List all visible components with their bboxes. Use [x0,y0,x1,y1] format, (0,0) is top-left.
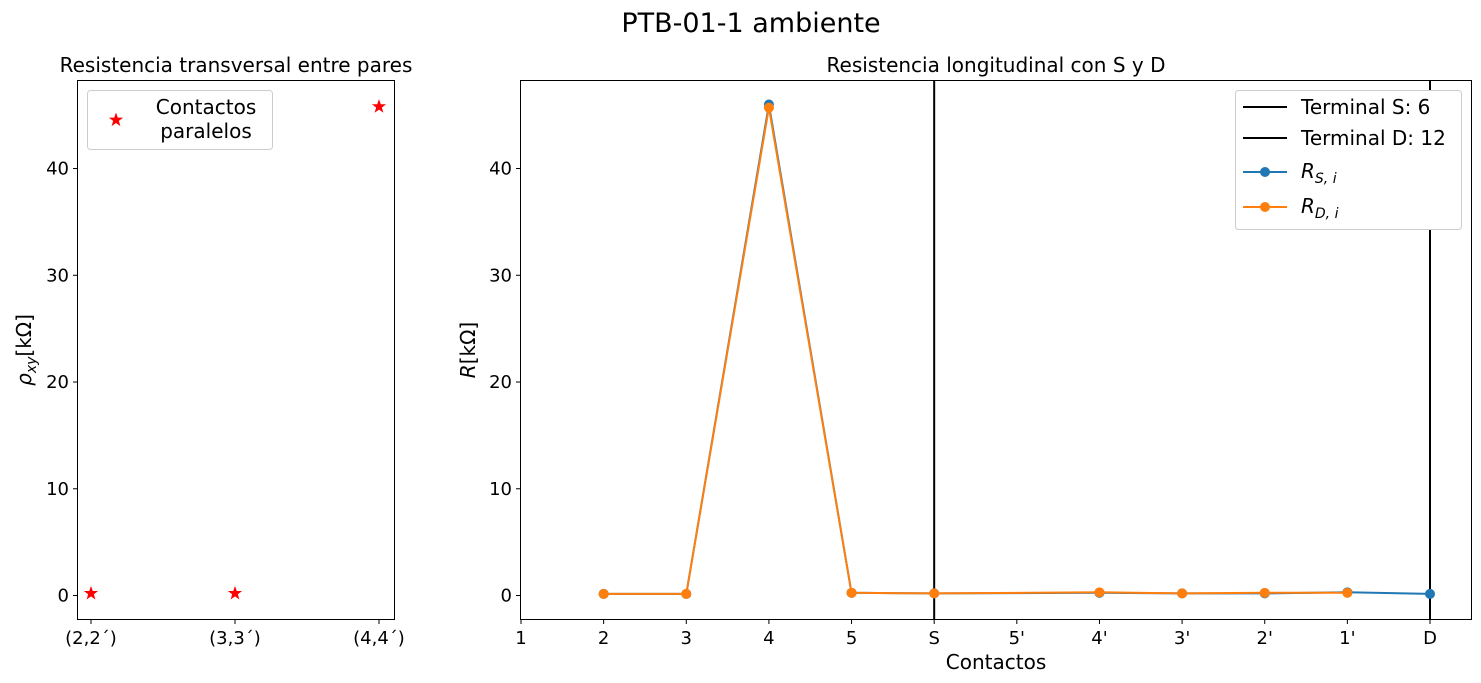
rd-point [681,588,692,599]
legend-rd-label: RD, i [1301,194,1339,222]
rd-point [1177,588,1188,599]
right-y-tick-label: 0 [501,586,512,607]
right-y-ticks: 0 10 20 30 40 [489,159,521,607]
right-x-tick-label: 2 [598,628,609,649]
legend-terminal-s-label: Terminal S: 6 [1300,95,1430,119]
right-x-tick-label: 5 [846,628,857,649]
right-y-tick-label: 40 [489,159,512,180]
legend-rs-label: RS, i [1301,159,1337,187]
right-y-axis-label-base: R [456,364,480,378]
left-y-tick-label: 20 [46,372,69,393]
right-x-tick-label: D [1423,628,1437,649]
rs-point [1425,588,1435,599]
left-y-axis-label-unit: [kΩ] [12,314,36,356]
left-legend-label-line-1: Contactos [156,95,256,119]
rd-point [1094,587,1105,598]
left-x-tick-label: (3,3´) [209,628,261,649]
left-legend-star [108,112,124,127]
rd-point [846,587,857,598]
right-x-tick-label: 4 [763,628,774,649]
right-y-tick-label: 10 [489,479,512,500]
right-y-axis-label-unit: [kΩ] [456,322,480,364]
right-x-tick-label: S [928,628,939,649]
legend-terminal-d-label: Terminal D: 12 [1300,126,1446,150]
rd-point [763,102,774,113]
rd-point [1259,587,1270,598]
left-x-tick-label: (4,4´) [353,628,405,649]
right-x-tick-label: 1' [1339,628,1355,649]
left-star-point [83,585,99,600]
left-subplot: Resistencia transversal entre pares 0 10 2… [12,53,412,649]
left-y-ticks: 0 10 20 30 40 [46,159,78,607]
rd-point [1342,587,1353,598]
rd-point [598,588,609,599]
left-y-axis-label: ρxy[kΩ] [12,314,40,386]
right-x-tick-label: 5' [1009,628,1025,649]
left-y-tick-label: 10 [46,479,69,500]
left-x-ticks: (2,2´) (3,3´) (4,4´) [65,619,405,649]
right-y-axis-label: R[kΩ] [456,322,480,378]
right-subplot-title: Resistencia longitudinal con S y D [827,53,1166,77]
right-y-tick-label: 20 [489,372,512,393]
right-x-tick-label: 1 [515,628,526,649]
right-legend: Terminal S: 6 Terminal D: 12 RS, i RD, i [1235,90,1462,230]
left-y-tick-label: 40 [46,159,69,180]
right-x-tick-label: 3 [681,628,692,649]
left-legend: Contactos paralelos [87,90,273,150]
left-legend-star-marker [108,112,124,127]
right-x-tick-label: 4' [1091,628,1107,649]
legend-rs-marker [1260,167,1270,177]
left-plot-frame [77,80,395,620]
right-y-tick-label: 30 [489,265,512,286]
legend-rs-label-sub: S, i [1315,171,1337,187]
left-y-axis-label-base: ρ [12,373,36,386]
legend-rd-label-base: R [1301,194,1315,218]
left-y-tick-label: 30 [46,265,69,286]
right-x-tick-label: 3' [1174,628,1190,649]
left-data-marks [83,99,387,600]
legend-rd-marker [1260,202,1270,212]
legend-rd-label-sub: D, i [1315,206,1339,222]
left-y-tick-label: 0 [58,586,69,607]
right-series-lines [598,99,1435,599]
rd-point [929,588,940,599]
left-legend-label: Contactos paralelos [156,95,256,143]
left-y-axis-label-sub: xy [24,356,40,374]
right-legend-box [1235,90,1462,230]
right-x-tick-label: 2' [1257,628,1273,649]
right-x-axis-label: Contactos [946,650,1046,674]
left-star-point [227,585,243,600]
left-star-point [371,99,387,113]
right-x-ticks: 1 2 3 4 5 S 5' 4' 3' 2' 1' D [515,619,1437,649]
figure-title: PTB-01-1 ambiente [621,8,880,39]
right-plot-frame [520,80,1472,620]
left-x-tick-label: (2,2´) [65,628,117,649]
legend-rs-label-base: R [1301,159,1315,183]
right-subplot: Resistencia longitudinal con S y D 01020… [456,53,1472,674]
left-legend-box [87,90,273,150]
left-legend-label-line-2: paralelos [160,119,252,143]
left-subplot-title: Resistencia transversal entre pares [60,53,413,77]
